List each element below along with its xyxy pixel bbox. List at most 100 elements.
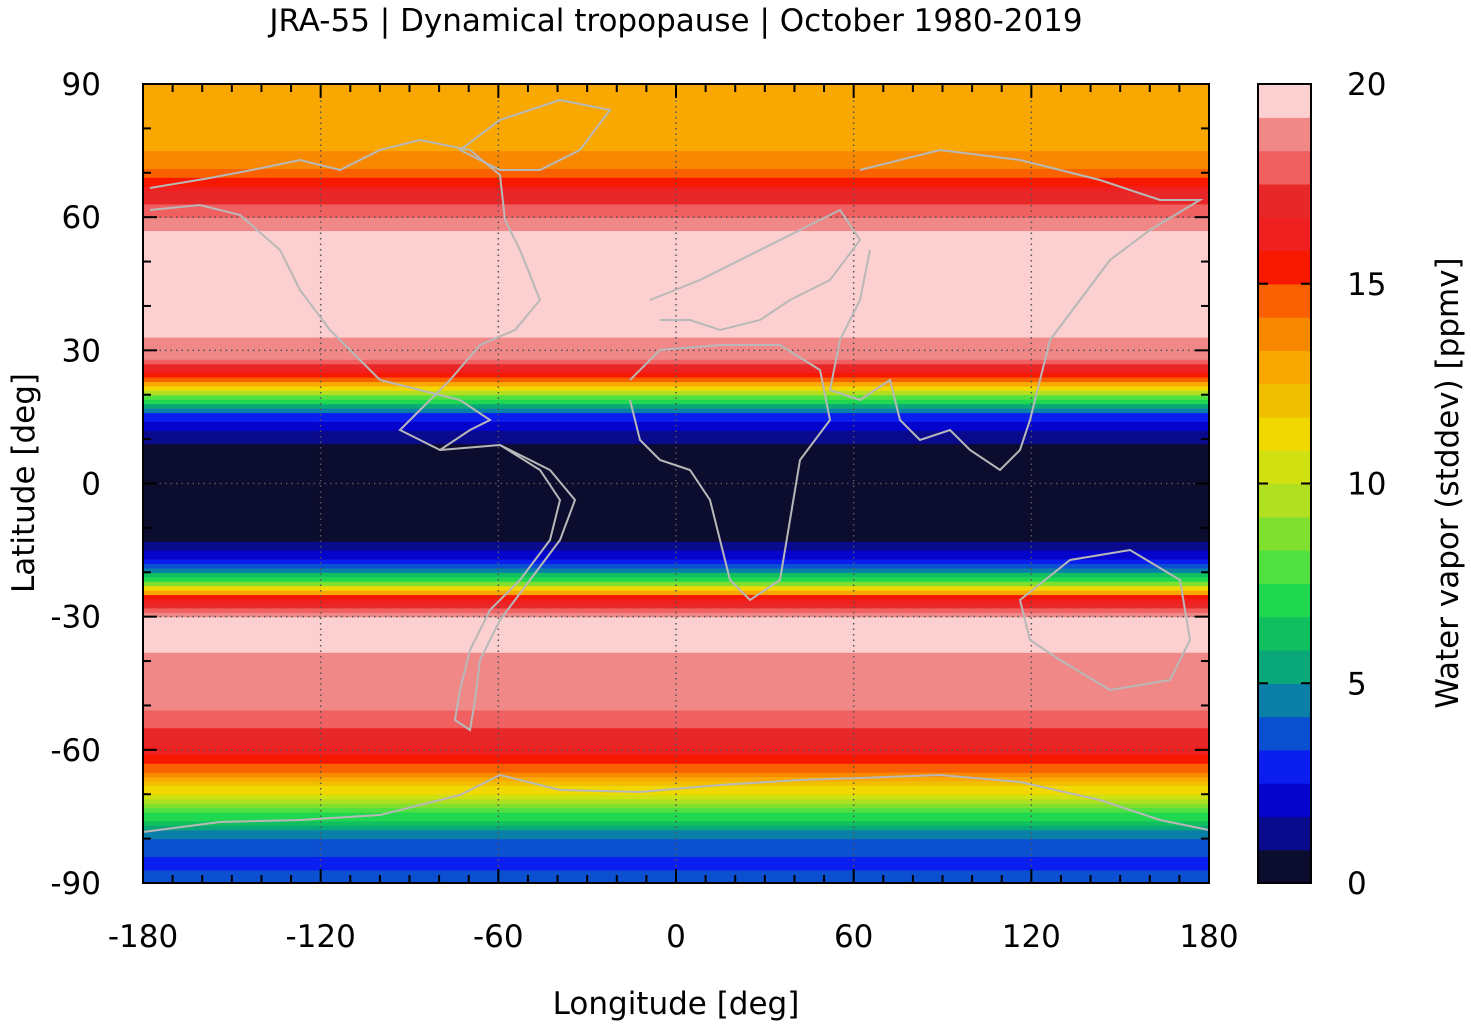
heatmap-band	[143, 860, 1209, 866]
coastline-north-america	[149, 138, 542, 452]
colorbar-swatch	[1258, 383, 1311, 418]
heatmap-band	[143, 496, 1209, 502]
heatmap-band	[143, 194, 1209, 201]
heatmap-band	[143, 843, 1209, 849]
heatmap-band	[143, 337, 1209, 343]
heatmap-band	[143, 310, 1209, 316]
heatmap-band	[143, 172, 1209, 178]
heatmap-band	[143, 856, 1209, 862]
colorbar-ticks: 0 5 10 15 20	[1258, 67, 1386, 902]
heatmap-band	[143, 474, 1209, 480]
heatmap-band	[143, 776, 1209, 782]
heatmap-band	[143, 452, 1209, 458]
y-tick-label: 90	[62, 67, 101, 103]
colorbar-swatch	[1258, 150, 1311, 185]
coastline-australia	[1018, 548, 1192, 692]
colorbar-swatch	[1258, 783, 1311, 818]
colorbar-swatch	[1258, 483, 1311, 518]
x-tick-label: 180	[1179, 919, 1238, 955]
y-tick-label: 0	[81, 467, 101, 503]
x-tick-label: -60	[473, 919, 524, 955]
heatmap-band	[143, 772, 1209, 778]
heatmap-band	[143, 261, 1209, 267]
heatmap-band	[143, 234, 1209, 240]
heatmap-band	[143, 106, 1209, 112]
heatmap-band	[143, 647, 1209, 653]
heatmap-band	[143, 248, 1209, 254]
heatmap-band	[143, 430, 1209, 436]
heatmap-band	[143, 425, 1209, 431]
heatmap-band	[143, 376, 1209, 383]
coastline-south-america	[439, 443, 577, 732]
heatmap-band	[143, 532, 1209, 538]
heatmap-band	[143, 638, 1209, 644]
heatmap-band	[143, 257, 1209, 263]
heatmap-band	[143, 634, 1209, 640]
heatmap-band	[143, 239, 1209, 245]
heatmap-band	[143, 155, 1209, 161]
x-tick-label: -180	[108, 919, 178, 955]
colorbar-label: Water vapor (stddev) [ppmv]	[1430, 257, 1466, 708]
heatmap-band	[143, 865, 1209, 871]
heatmap-band	[143, 119, 1209, 125]
colorbar-swatch	[1258, 317, 1311, 351]
heatmap-band	[143, 723, 1209, 729]
heatmap-band	[143, 763, 1209, 769]
colorbar	[1258, 84, 1311, 884]
heatmap-band	[143, 625, 1209, 631]
x-tick-label: 60	[834, 919, 873, 955]
heatmap-band	[143, 305, 1209, 311]
colorbar-swatch	[1258, 84, 1311, 118]
heatmap-band	[143, 221, 1209, 227]
x-tick-label: -120	[285, 919, 355, 955]
heatmap-band	[143, 479, 1209, 485]
heatmap-band	[143, 740, 1209, 746]
chart-title: JRA-55 | Dynamical tropopause | October …	[267, 3, 1082, 39]
heatmap-band	[143, 745, 1209, 751]
heatmap-band	[143, 590, 1209, 596]
colorbar-tick-label: 5	[1347, 666, 1367, 702]
heatmap-band	[143, 150, 1209, 156]
heatmap-band	[143, 399, 1209, 405]
x-tick-label: 120	[1002, 919, 1061, 955]
heatmap-band	[143, 749, 1209, 755]
y-tick-label: -60	[50, 733, 101, 769]
heatmap-band	[143, 146, 1209, 152]
heatmap-band	[143, 199, 1209, 205]
heatmap-band	[143, 350, 1209, 356]
heatmap-band	[143, 123, 1209, 129]
heatmap-band	[143, 701, 1209, 707]
heatmap-band	[143, 536, 1209, 542]
heatmap-band	[143, 652, 1209, 658]
heatmap-band	[143, 754, 1209, 760]
heatmap-band	[143, 567, 1209, 573]
heatmap-band	[143, 443, 1209, 449]
coastline-antarctica	[143, 773, 1209, 833]
heatmap-band	[143, 381, 1209, 387]
coastline-asia	[828, 148, 1204, 472]
heatmap-band	[143, 798, 1209, 804]
colorbar-tick-label: 20	[1347, 67, 1386, 103]
heatmap-band	[143, 217, 1209, 223]
heatmap-band	[143, 110, 1209, 116]
coastline-europe	[649, 208, 862, 332]
heatmap-band	[143, 177, 1209, 183]
heatmap-band	[143, 332, 1209, 338]
colorbar-swatch	[1258, 416, 1311, 451]
heatmap-band	[143, 492, 1209, 498]
heatmap-band	[143, 581, 1209, 587]
heatmap-band	[143, 279, 1209, 285]
coastlines	[143, 98, 1209, 833]
heatmap-band	[143, 558, 1209, 564]
heatmap-band	[143, 674, 1209, 680]
heatmap-band	[143, 292, 1209, 298]
heatmap-band	[143, 354, 1209, 360]
heatmap-band	[143, 545, 1209, 551]
colorbar-swatch	[1258, 816, 1311, 851]
x-axis-label: Longitude [deg]	[553, 986, 800, 1022]
heatmap-band	[143, 470, 1209, 476]
heatmap-band	[143, 705, 1209, 711]
colorbar-swatch	[1258, 183, 1311, 218]
heatmap-band	[143, 447, 1209, 454]
heatmap-band	[143, 226, 1209, 232]
